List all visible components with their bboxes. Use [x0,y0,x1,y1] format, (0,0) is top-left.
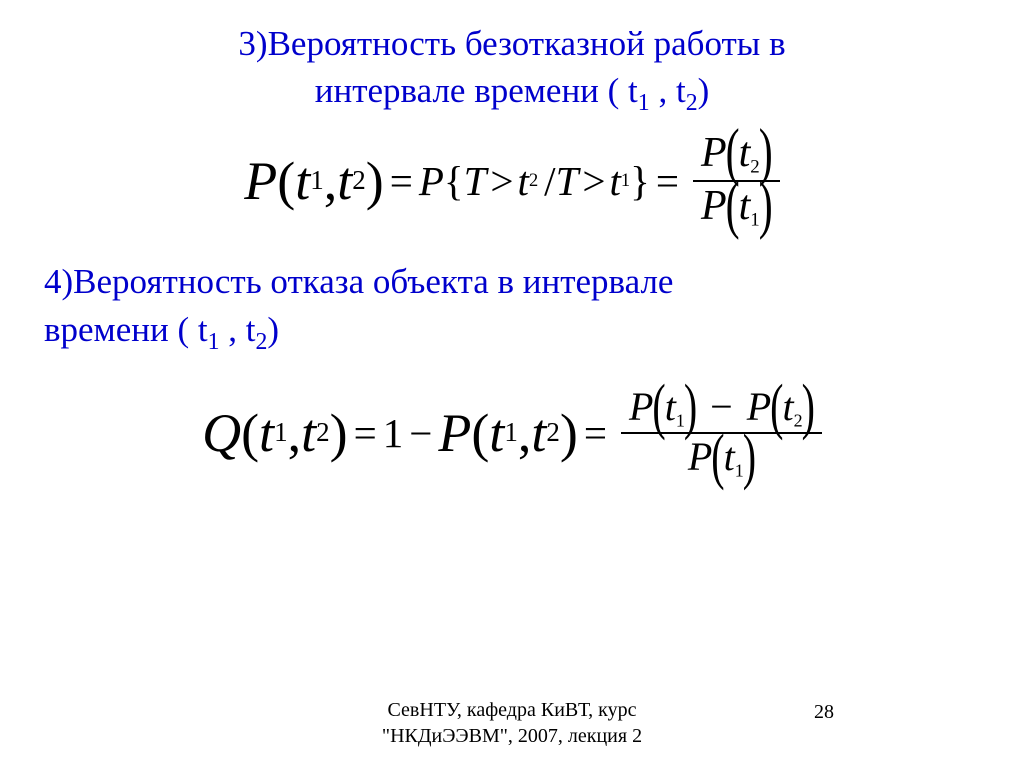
f1-rp: ) [366,150,384,212]
heading-3-close: ) [698,71,710,110]
f2-den-lp: ( [711,424,724,489]
f1-comma: , [324,150,338,212]
formula-2-lhs: Q(t1,t2) [202,402,348,464]
f1-T1: T [464,157,487,205]
formula-2-middle: =1− [348,409,439,457]
f2-t1: t [259,402,274,464]
f2-rp2: ) [560,402,578,464]
f2-den-rp: ) [743,424,756,489]
f2-t2: t [301,402,316,464]
f1-den-t: t [739,183,751,229]
f1-rb: } [630,157,650,205]
heading-4-line2a: времени ( t [44,310,208,349]
f1-lp: ( [277,150,295,212]
f1-den-rp: ) [759,172,773,240]
heading-4-prefix: 4) [44,262,73,301]
heading-3-prefix: 3) [238,24,267,63]
f2-num-lp2: ( [770,374,783,439]
f2-P: P [438,402,471,464]
footer-line2: "НКДиЭЭВМ", 2007, лекция 2 [382,725,642,747]
f1-numP: P [701,130,727,176]
f2-eq2-wrap: = [578,409,613,457]
formula-1: P(t1,t2) = P{T>t2/T>t1} = P(t2) P(t1) [40,129,984,232]
f2-rp: ) [330,402,348,464]
f2-num-rp1: ) [684,374,697,439]
formula-2: Q(t1,t2) =1− P(t1,t2) = P(t1) − P(t2) P(… [40,384,984,482]
heading-4-sub1: 1 [208,329,220,355]
f1-s2: 2 [352,165,366,196]
slide: 3)Вероятность безотказной работы в интер… [0,0,1024,767]
f1-P2: P [419,157,444,205]
f2-ss1: 1 [504,417,518,448]
f2-comma2: , [518,402,532,464]
footer-line1: СевНТУ, кафедра КиВТ, курс [387,699,636,721]
f1-eq2: = [656,157,679,205]
heading-4-sub2: 2 [255,329,267,355]
f1-den: P(t1) [693,182,780,232]
formula-1-fraction: P(t2) P(t1) [693,129,780,232]
heading-3-sub1: 1 [638,90,650,116]
heading-3: 3)Вероятность безотказной работы в интер… [40,20,984,119]
f1-eq1: = [390,157,413,205]
heading-4-sep: , t [220,310,256,349]
footer-text: СевНТУ, кафедра КиВТ, курс "НКДиЭЭВМ", 2… [382,697,642,749]
f1-slash: / [544,157,555,205]
f2-den-t: t [724,434,735,479]
f1-tt1: t [610,157,621,205]
f1-lb: { [444,157,464,205]
heading-4-close: ) [267,310,279,349]
f2-minus: − [409,409,432,457]
f2-s2: 2 [316,417,330,448]
f1-P: P [244,150,277,212]
f2-num-t2: t [782,384,793,429]
f1-t2: t [337,150,352,212]
heading-3-line2a: интервале времени ( t [315,71,638,110]
f1-s1: 1 [310,165,324,196]
f2-s1: 1 [274,417,288,448]
f2-ss2: 2 [546,417,560,448]
f1-denP: P [701,183,727,229]
f2-eq1: = [354,409,377,457]
f2-tt2: t [531,402,546,464]
f2-Q: Q [202,402,241,464]
f1-T2: T [556,157,579,205]
f1-den-lp: ( [726,172,740,240]
formula-2-P: P(t1,t2) [438,402,578,464]
f1-tt2: t [518,157,529,205]
f2-tt1: t [489,402,504,464]
f1-gt1: > [490,157,513,205]
f1-gt2: > [582,157,605,205]
f2-lp: ( [241,402,259,464]
heading-4: 4)Вероятность отказа объекта в интервале… [40,258,984,357]
heading-4-line1: Вероятность отказа объекта в интервале [73,262,673,301]
f2-num-t1: t [665,384,676,429]
f1-num-t: t [739,130,751,176]
f1-t1: t [295,150,310,212]
formula-1-mid: = P{T>t2/T>t1} = [384,157,685,205]
f2-eq2: = [584,409,607,457]
formula-1-lhs: P(t1,t2) [244,150,384,212]
f2-one: 1 [383,409,404,457]
f2-numP1: P [629,384,653,429]
heading-3-line1: Вероятность безотказной работы в [268,24,786,63]
formula-2-fraction: P(t1) − P(t2) P(t1) [621,384,822,482]
heading-3-sub2: 2 [686,90,698,116]
f2-num-lp1: ( [652,374,665,439]
f1-ss1: 1 [621,170,630,191]
page-number: 28 [814,699,834,725]
f2-comma: , [288,402,302,464]
f2-num-rp2: ) [802,374,815,439]
footer: СевНТУ, кафедра КиВТ, курс "НКДиЭЭВМ", 2… [0,697,1024,749]
f1-ss2: 2 [529,170,538,191]
f2-lp2: ( [471,402,489,464]
heading-3-sep: , t [650,71,686,110]
